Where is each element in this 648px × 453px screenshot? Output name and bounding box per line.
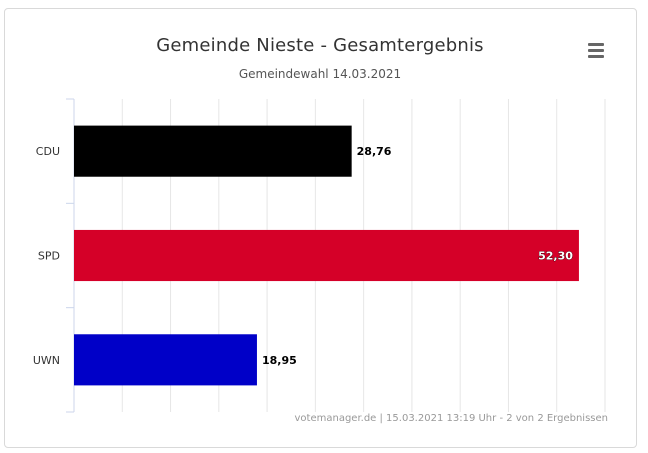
chart-title: Gemeinde Nieste - Gesamtergebnis <box>156 35 484 56</box>
menu-bar-line <box>588 55 604 58</box>
bar-uwn[interactable] <box>74 334 257 386</box>
category-label-cdu: CDU <box>36 145 60 158</box>
credits-text[interactable]: votemanager.de | 15.03.2021 13:19 Uhr - … <box>294 413 608 424</box>
chart-subtitle: Gemeindewahl 14.03.2021 <box>238 67 402 81</box>
category-label-spd: SPD <box>38 250 60 263</box>
data-label-cdu: 28,76 <box>357 145 392 158</box>
hamburger-menu-icon[interactable] <box>584 40 608 60</box>
bar-cdu[interactable] <box>74 125 352 177</box>
data-label-spd: 52,30 <box>538 250 573 263</box>
menu-bar-line <box>588 43 604 46</box>
data-label-uwn: 18,95 <box>262 354 297 367</box>
category-label-uwn: UWN <box>33 354 60 367</box>
bar-spd[interactable] <box>74 229 579 282</box>
menu-bar-line <box>588 49 604 52</box>
